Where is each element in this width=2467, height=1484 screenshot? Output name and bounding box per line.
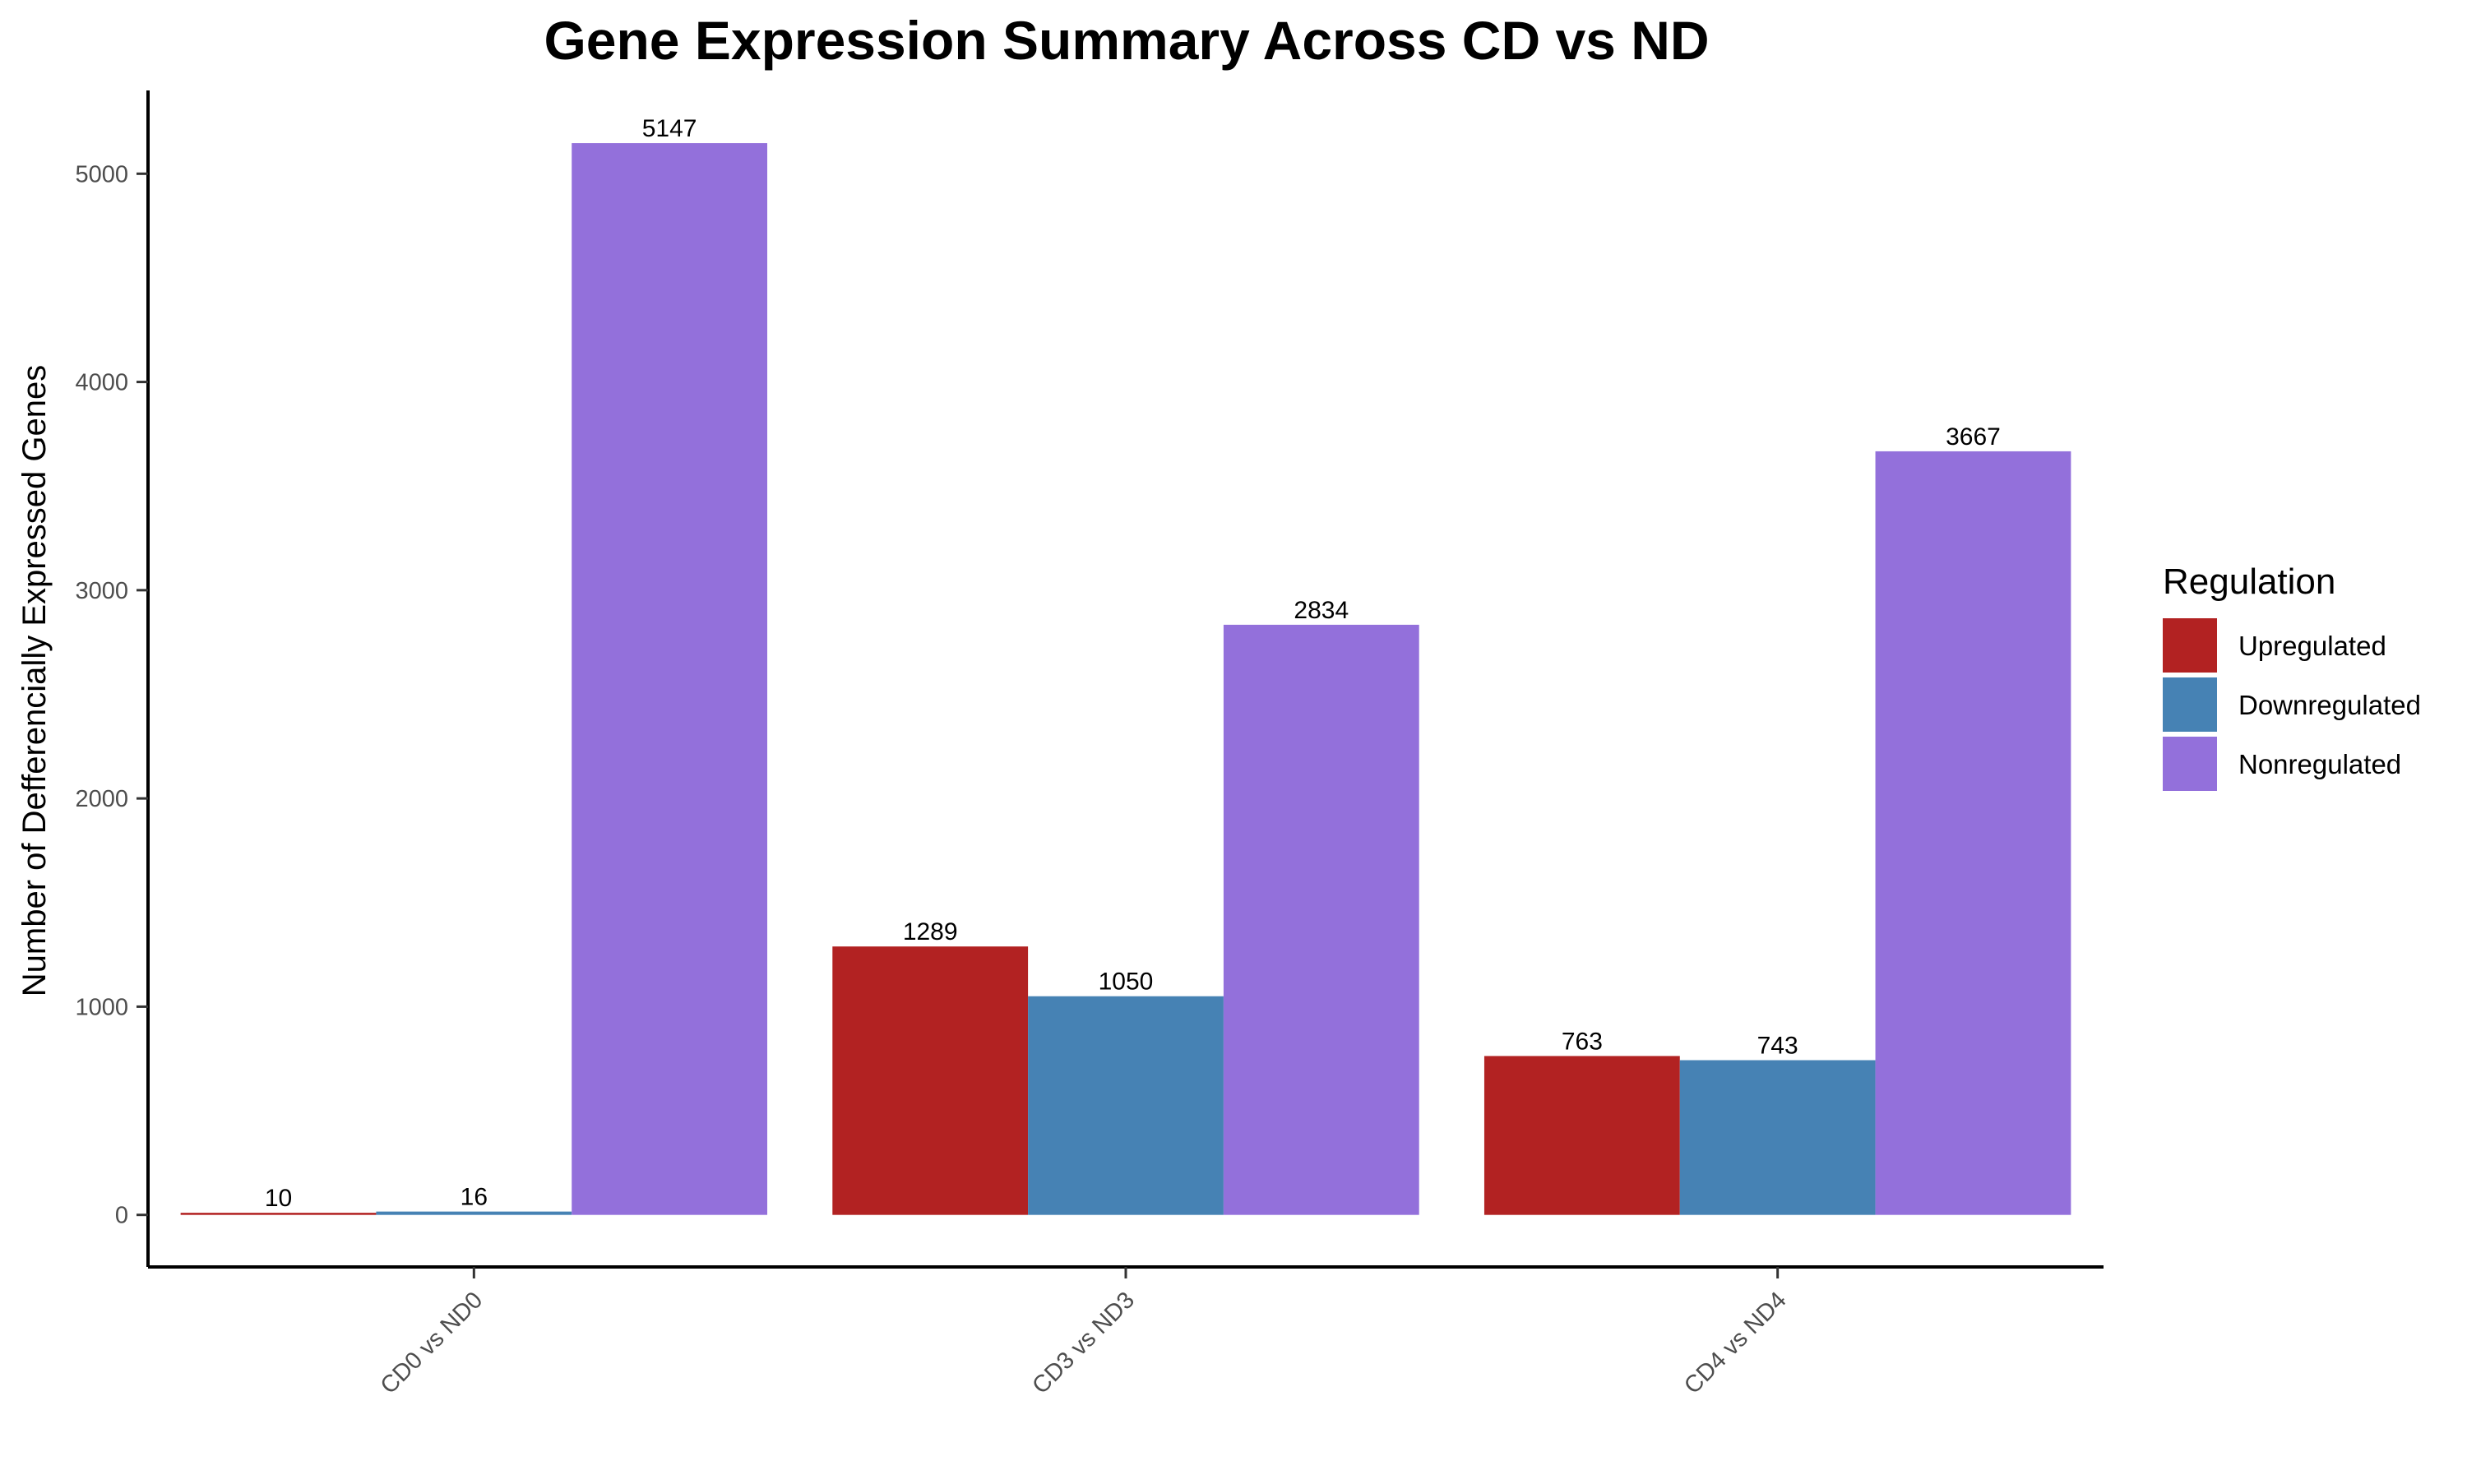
legend-key-nonregulated <box>2163 737 2217 791</box>
y-tick-label: 1000 <box>75 994 128 1020</box>
x-tick-label: CD4 vs ND4 <box>1679 1287 1792 1399</box>
legend-key-upregulated <box>2163 618 2217 673</box>
bar-nonregulated-3 <box>1875 451 2071 1215</box>
legend: Regulation Upregulated Downregulated Nonre… <box>2163 562 2421 791</box>
data-label: 1289 <box>903 918 958 945</box>
y-tick-label: 2000 <box>75 786 128 812</box>
legend-label-downregulated: Downregulated <box>2238 690 2421 720</box>
data-label: 5147 <box>642 115 697 142</box>
data-label: 743 <box>1757 1032 1798 1059</box>
chart-title: Gene Expression Summary Across CD vs ND <box>544 10 1709 71</box>
bar-nonregulated-2 <box>1223 624 1419 1215</box>
bar-upregulated-3 <box>1483 1056 1680 1215</box>
legend-title: Regulation <box>2163 562 2335 602</box>
y-tick-label: 5000 <box>75 161 128 187</box>
data-label: 10 <box>265 1185 292 1212</box>
bar-nonregulated-1 <box>572 143 768 1215</box>
y-axis-title: Number of Defferencially Expressed Genes <box>16 365 53 997</box>
y-tick-label: 3000 <box>75 578 128 604</box>
y-tick-label: 0 <box>115 1203 128 1229</box>
legend-label-nonregulated: Nonregulated <box>2238 749 2401 779</box>
data-label: 16 <box>461 1184 488 1211</box>
bar-downregulated-3 <box>1679 1060 1876 1215</box>
data-label: 3667 <box>1946 423 2001 451</box>
y-tick-label: 4000 <box>75 370 128 396</box>
bar-upregulated-1 <box>180 1213 377 1215</box>
data-label: 1050 <box>1099 969 1154 996</box>
plot-area: 0 1000 2000 3000 4000 5000 10 16 5147 CD0 vs ND0 1… <box>75 90 2104 1399</box>
bar-downregulated-1 <box>376 1211 572 1215</box>
data-label: 2834 <box>1294 597 1349 624</box>
x-tick-label: CD3 vs ND3 <box>1027 1287 1140 1399</box>
legend-key-downregulated <box>2163 677 2217 732</box>
x-tick-label: CD0 vs ND0 <box>376 1287 488 1399</box>
bar-downregulated-2 <box>1028 996 1224 1215</box>
legend-label-upregulated: Upregulated <box>2238 631 2386 661</box>
bar-upregulated-2 <box>832 946 1029 1215</box>
data-label: 763 <box>1562 1028 1603 1055</box>
